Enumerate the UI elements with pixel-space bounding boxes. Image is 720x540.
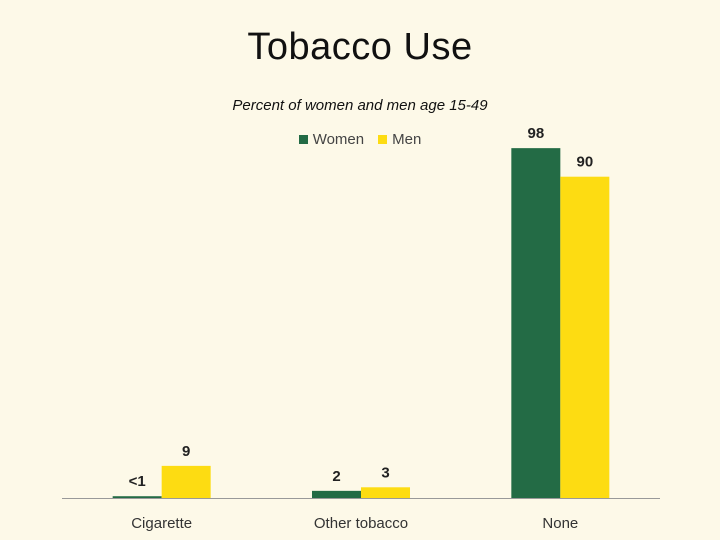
bar-women-cigarette: [112, 496, 162, 498]
data-label-women-none: 98: [527, 125, 544, 142]
legend-label-women: Women: [312, 131, 365, 148]
chart-title: Tobacco Use: [247, 26, 473, 68]
bar-men-none: [560, 176, 610, 498]
data-label-men-other-tobacco: 3: [381, 464, 389, 481]
chart-subtitle: Percent of women and men age 15-49: [232, 97, 488, 114]
bar-women-other-tobacco: [312, 490, 361, 498]
legend-label-men: Men: [392, 131, 422, 148]
data-label-women-cigarette: <1: [129, 473, 146, 490]
legend: Women Men: [0, 131, 720, 148]
data-label-women-other-tobacco: 2: [332, 468, 340, 485]
data-label-men-none: 90: [576, 154, 593, 171]
bar-men-cigarette: [161, 465, 211, 498]
x-tick-label: Cigarette: [131, 515, 192, 532]
x-tick-label: Other tobacco: [314, 515, 408, 532]
legend-item-men: Men: [378, 131, 421, 148]
data-label-men-cigarette: 9: [182, 443, 190, 460]
legend-swatch-men: [378, 135, 388, 144]
x-tick-label: None: [542, 515, 578, 532]
legend-item-women: Women: [298, 131, 365, 148]
bar-women-none: [511, 148, 561, 498]
bar-men-other-tobacco: [361, 487, 410, 498]
legend-swatch-women: [298, 135, 308, 144]
